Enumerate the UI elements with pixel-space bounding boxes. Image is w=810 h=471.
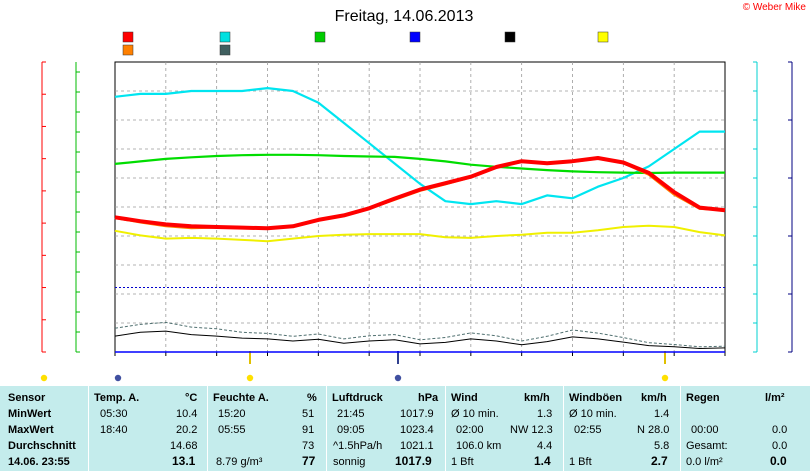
wind-current: 1.4: [534, 454, 551, 468]
series-line-wind: [114, 330, 726, 349]
weather-chart: Freitag, 14.06.2013 © Weber Mike: [40, 2, 807, 382]
press-trend-value: 1021.1: [400, 440, 434, 452]
wind-avg10-value: 1.3: [537, 408, 553, 420]
press-current: 1017.9: [395, 454, 432, 468]
gust-beaufort: 1 Bft: [569, 456, 592, 468]
sun-moon-icon: [661, 374, 669, 382]
wind-avg10-label: Ø 10 min.: [451, 408, 499, 420]
hum-min-time: 15:20: [218, 408, 246, 420]
gust-unit: km/h: [641, 392, 667, 404]
legend-swatch: [122, 44, 134, 56]
max-label: MaxWert: [8, 424, 54, 436]
press-min-value: 1017.9: [400, 408, 434, 420]
press-min-time: 21:45: [337, 408, 365, 420]
legend: [122, 31, 609, 56]
rain-total-label: Gesamt:: [686, 440, 728, 452]
sun-moon-icon: [394, 374, 402, 382]
temp-max-value: 20.2: [176, 424, 198, 436]
temp-header: Temp. A.: [94, 392, 140, 404]
hum-header: Feuchte A.: [213, 392, 269, 404]
series-line-temp-dewpoint: [114, 224, 726, 243]
weather-text: sonnig: [333, 456, 366, 468]
press-trend-label: ^1.5hPa/h: [333, 440, 383, 452]
rain-total-value: 0.0: [772, 440, 788, 452]
press-header: Luftdruck: [332, 392, 383, 404]
series-line-wind-gust: [114, 321, 726, 348]
wind-beaufort: 1 Bft: [451, 456, 474, 468]
sun-moon-icon: [40, 374, 48, 382]
hum-unit: %: [307, 392, 317, 404]
series-group: [114, 86, 726, 353]
temp-unit: °C: [185, 392, 198, 404]
wind-max-direction: NW 12.3: [510, 424, 553, 436]
gust-current: 2.7: [651, 454, 668, 468]
avg-label: Durchschnitt: [8, 440, 76, 452]
plot-area: [114, 61, 726, 353]
hum-max-value: 91: [302, 424, 315, 436]
hum-average: 73: [302, 440, 315, 452]
chart-title: Freitag, 14.06.2013: [335, 8, 474, 25]
wind-average: 4.4: [537, 440, 553, 452]
min-label: MinWert: [8, 408, 52, 420]
legend-swatch: [122, 31, 134, 43]
legend-swatch: [314, 31, 326, 43]
series-line-pressure: [114, 153, 725, 175]
gust-max-direction: N 28.0: [637, 424, 670, 436]
press-max-time: 09:05: [337, 424, 365, 436]
temp-current: 13.1: [172, 454, 196, 468]
legend-swatch: [219, 44, 231, 56]
sun-moon-icon: [246, 374, 254, 382]
rain-max-time: 00:00: [691, 424, 719, 436]
wind-max-time: 02:00: [456, 424, 484, 436]
temp-max-time: 18:40: [100, 424, 128, 436]
press-unit: hPa: [418, 392, 439, 404]
copyright-text: © Weber Mike: [743, 2, 807, 13]
rain-unit: l/m²: [765, 392, 785, 404]
wind-distance: 106.0 km: [456, 440, 502, 452]
rain-current: 0.0: [770, 454, 787, 468]
wind-unit: km/h: [524, 392, 550, 404]
sun-moon-icon: [114, 374, 122, 382]
series-line-humidity: [114, 86, 725, 206]
legend-swatch: [219, 31, 231, 43]
rain-current-label: 0.0 l/m²: [686, 456, 723, 468]
hum-absolute: 8.79 g/m³: [216, 456, 263, 468]
axes: [40, 61, 793, 382]
sensor-header: Sensor: [8, 392, 46, 404]
gust-avg10-label: Ø 10 min.: [569, 408, 617, 420]
press-max-value: 1023.4: [400, 424, 434, 436]
temp-min-time: 05:30: [100, 408, 128, 420]
rain-max-value: 0.0: [772, 424, 788, 436]
now-label: 14.06. 23:55: [8, 456, 70, 468]
temp-min-value: 10.4: [176, 408, 198, 420]
summary-table: Sensor MinWert MaxWert Durchschnitt 14.0…: [0, 386, 810, 471]
wind-header: Wind: [451, 392, 478, 404]
legend-swatch: [597, 31, 609, 43]
gust-average: 5.8: [654, 440, 670, 452]
legend-swatch: [504, 31, 516, 43]
legend-swatch: [409, 31, 421, 43]
hum-max-time: 05:55: [218, 424, 246, 436]
gust-max-time: 02:55: [574, 424, 602, 436]
hum-min-value: 51: [302, 408, 315, 420]
gust-avg10-value: 1.4: [654, 408, 670, 420]
gust-header: Windböen: [569, 392, 623, 404]
rain-header: Regen: [686, 392, 720, 404]
hum-current: 77: [302, 454, 316, 468]
temp-average: 14.68: [170, 440, 198, 452]
series-line-temp: [114, 156, 726, 231]
